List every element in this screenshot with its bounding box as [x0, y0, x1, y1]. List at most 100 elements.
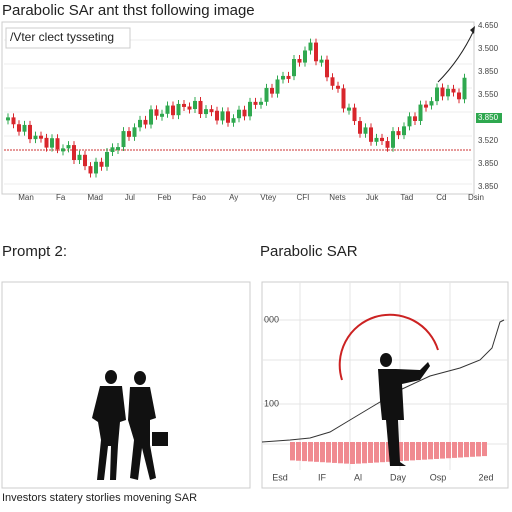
candle-body	[270, 87, 274, 94]
hist-bar	[482, 442, 487, 457]
candle-body	[237, 109, 241, 119]
candle-body	[352, 107, 357, 122]
candle-body	[363, 127, 368, 134]
candle-body	[50, 138, 54, 148]
candle-body	[209, 109, 214, 113]
x-label: Nets	[329, 193, 345, 202]
x-label: Tad	[400, 193, 413, 202]
candle-body	[380, 137, 384, 142]
candle-body	[297, 59, 302, 63]
candle-body	[105, 151, 109, 167]
candle-body	[440, 87, 445, 97]
silhouettes	[92, 370, 168, 480]
legend-text: /Vter clect tysseting	[10, 30, 114, 44]
hist-bar	[380, 442, 385, 463]
candle-body	[17, 124, 21, 132]
hist-bar	[446, 442, 451, 459]
arrow	[437, 29, 475, 83]
hist-bar	[362, 442, 367, 464]
histogram-bars	[290, 442, 487, 464]
candle-body	[160, 113, 164, 117]
top-title: Parabolic SAr ant thst following image	[2, 2, 255, 19]
candles	[6, 38, 467, 178]
candle-body	[275, 79, 280, 94]
x-label: Juk	[366, 193, 379, 202]
x-label: Al	[354, 472, 362, 482]
hist-bar	[296, 442, 301, 461]
candle-body	[446, 88, 450, 97]
x-label: Esd	[272, 472, 288, 482]
y-label: 3.850	[478, 182, 499, 191]
candle-body	[143, 119, 148, 125]
candle-body	[215, 110, 219, 121]
sar-arc	[338, 313, 439, 381]
candle-body	[193, 100, 197, 110]
hist-bar	[308, 442, 313, 462]
hist-bar	[386, 442, 391, 462]
y-label: 3.850	[478, 67, 499, 76]
hist-bar	[404, 442, 409, 461]
candle-body	[303, 50, 307, 63]
hist-bar	[434, 442, 439, 459]
candle-body	[253, 101, 258, 105]
candle-body	[77, 154, 82, 160]
candle-body	[429, 101, 434, 106]
candle-body	[402, 126, 406, 136]
candle-body	[99, 161, 104, 167]
x-label: Jul	[125, 193, 135, 202]
x-label: Fa	[56, 193, 66, 202]
candle-body	[259, 101, 263, 105]
candle-body	[226, 111, 230, 123]
x-label: Day	[390, 472, 407, 482]
candle-body	[127, 131, 131, 137]
candle-body	[121, 131, 126, 148]
candle-body	[330, 77, 335, 86]
candle-body	[319, 59, 324, 63]
candle-body	[242, 109, 247, 117]
candle-body	[72, 145, 76, 160]
x-label: Fao	[192, 193, 206, 202]
candle-body	[220, 111, 225, 121]
hist-bar	[422, 442, 427, 460]
x-label: Osp	[430, 472, 447, 482]
candle-body	[231, 118, 236, 123]
x-label: Vtey	[260, 193, 276, 202]
hist-bar	[314, 442, 319, 462]
candle-body	[385, 141, 390, 148]
hist-bar	[470, 442, 475, 457]
candle-body	[391, 131, 395, 148]
candle-body	[369, 127, 373, 142]
candle-body	[187, 106, 192, 110]
candle-body	[11, 117, 16, 125]
candle-body	[336, 85, 340, 89]
candle-body	[424, 104, 428, 108]
candle-body	[55, 138, 60, 150]
candle-body	[281, 75, 285, 80]
candle-body	[435, 87, 439, 102]
hist-bar	[464, 442, 469, 458]
hist-bar	[332, 442, 337, 463]
hist-bar	[368, 442, 373, 463]
hist-bar	[458, 442, 463, 458]
left-caption: Investors statery storlies movening SAR	[2, 492, 197, 504]
candle-body	[110, 147, 115, 152]
candle-body	[61, 148, 65, 152]
candle-body	[88, 166, 93, 174]
x-label: CFI	[296, 193, 309, 202]
legend-box	[5, 27, 131, 49]
candle-body	[358, 121, 362, 134]
hist-bar	[398, 442, 403, 462]
candle-body	[198, 100, 203, 115]
arrow-head	[470, 26, 475, 34]
y-label-highlight	[476, 113, 502, 123]
hist-bar	[410, 442, 415, 461]
x-label: Mad	[87, 193, 103, 202]
left-heading: Prompt 2:	[2, 243, 67, 260]
y-label: 3.550	[478, 90, 499, 99]
hist-bar	[320, 442, 325, 463]
hist-bar	[428, 442, 433, 460]
candle-body	[28, 124, 32, 140]
left-panel	[1, 281, 251, 489]
candle-body	[66, 145, 71, 149]
